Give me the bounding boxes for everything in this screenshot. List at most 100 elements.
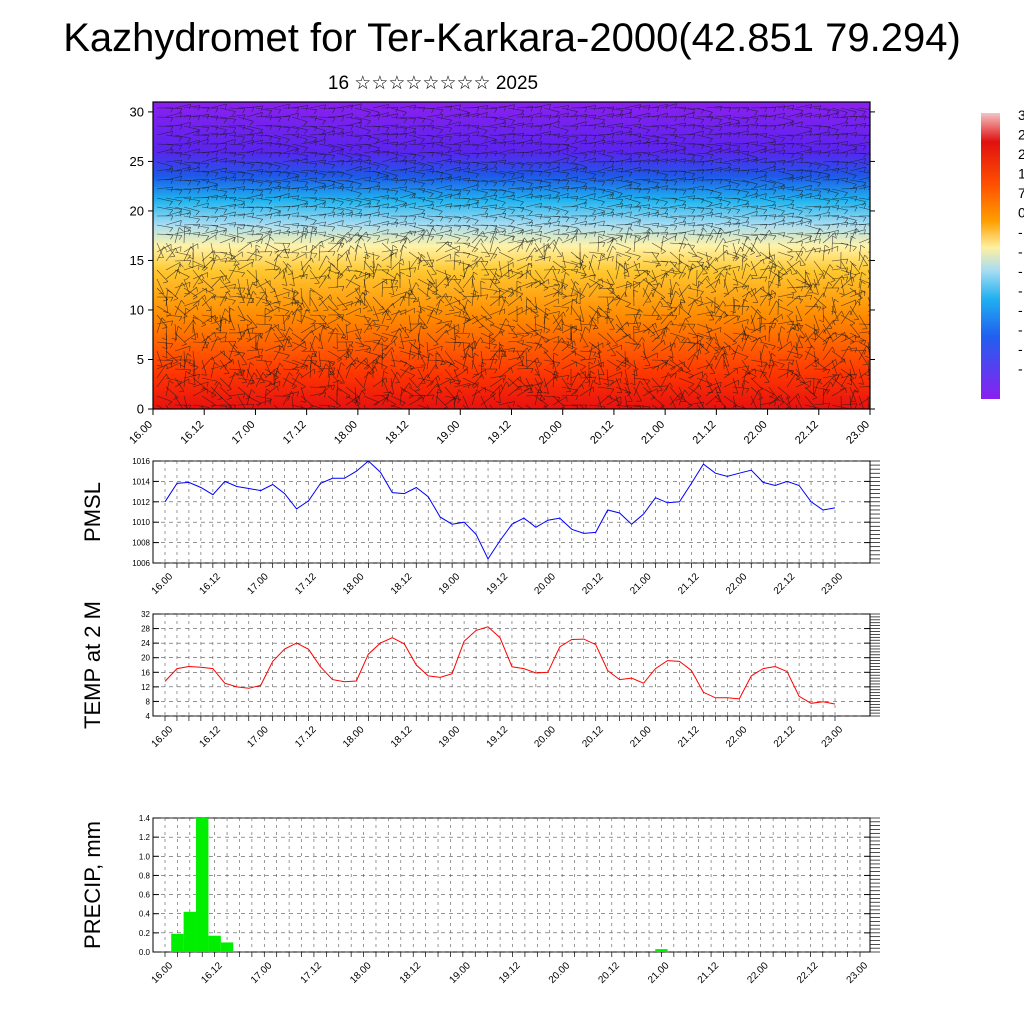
- wind-barb-flag: [404, 216, 408, 221]
- wind-barb: [795, 185, 812, 190]
- wind-barb: [606, 175, 623, 181]
- wind-barb-flag: [395, 197, 399, 203]
- wind-barb-flag: [872, 368, 873, 373]
- wind-barb-flag: [346, 323, 351, 327]
- wind-barb-flag: [697, 334, 703, 338]
- wind-barb-flag: [792, 212, 795, 218]
- wind-barb: [426, 305, 443, 312]
- wind-barb: [732, 188, 749, 193]
- wind-barb: [291, 233, 306, 244]
- wind-barb-flag: [241, 353, 246, 358]
- wind-barb-flag: [198, 374, 200, 380]
- wind-barb: [588, 314, 599, 329]
- wind-barb: [345, 134, 362, 138]
- wind-barb-flag: [692, 179, 696, 185]
- wind-barb: [426, 125, 443, 130]
- wind-barb: [309, 335, 316, 352]
- wind-barb-flag: [384, 338, 389, 343]
- wind-barb-flag: [772, 263, 777, 267]
- wind-barb-flag: [188, 359, 192, 365]
- wind-barb-flag: [827, 143, 831, 149]
- wind-barb-flag: [241, 154, 246, 160]
- wind-barb: [615, 359, 631, 367]
- wind-barb: [732, 319, 749, 325]
- wind-barb-flag: [863, 115, 867, 121]
- wind-barb: [624, 359, 639, 370]
- wind-barb-flag: [665, 231, 669, 237]
- wind-barb: [822, 197, 839, 201]
- wind-barb-flag: [522, 122, 524, 128]
- wind-barb: [768, 242, 770, 259]
- wind-barb: [714, 273, 722, 289]
- wind-barb: [228, 372, 236, 388]
- wind-barb-flag: [849, 310, 853, 316]
- wind-barb: [741, 224, 758, 229]
- wind-barb-flag: [286, 145, 291, 150]
- wind-barb-flag: [818, 205, 822, 211]
- wind-barb: [201, 150, 218, 154]
- wind-barb-flag: [377, 263, 382, 268]
- wind-barb-flag: [635, 235, 640, 239]
- wind-barb: [318, 184, 335, 190]
- wind-barb-flag: [588, 361, 594, 365]
- wind-barb: [228, 370, 244, 379]
- wind-barb: [813, 107, 830, 111]
- wind-barb: [273, 179, 290, 183]
- wind-barb: [201, 132, 218, 136]
- wind-barb: [651, 224, 668, 228]
- wind-barb: [363, 251, 380, 257]
- wind-barb-flag: [763, 362, 767, 367]
- wind-barb-flag: [585, 326, 589, 331]
- wind-barb: [300, 354, 309, 370]
- wind-barb-flag: [493, 190, 498, 196]
- wind-barb-flag: [798, 295, 801, 301]
- wind-barb: [327, 269, 344, 276]
- wind-barb-flag: [747, 221, 749, 227]
- wind-barb: [453, 134, 470, 137]
- wind-barb-flag: [420, 308, 425, 312]
- wind-barb: [624, 116, 641, 119]
- wind-barb: [543, 368, 559, 377]
- wind-barb: [543, 311, 560, 316]
- wind-barb: [489, 116, 506, 121]
- wind-barb: [498, 343, 500, 361]
- wind-barb: [804, 332, 813, 348]
- wind-barb: [309, 213, 326, 217]
- wind-barb-flag: [358, 345, 364, 348]
- wind-barb-flag: [286, 227, 290, 233]
- wind-barb: [390, 168, 407, 172]
- wind-barb: [849, 305, 859, 320]
- wind-barb-flag: [639, 220, 641, 226]
- wind-barb: [219, 222, 236, 226]
- wind-barb-flag: [572, 298, 577, 302]
- wind-barb: [390, 258, 403, 271]
- wind-barb: [282, 269, 288, 286]
- wind-barb: [597, 125, 614, 128]
- wind-barb-flag: [332, 198, 336, 204]
- wind-barb: [678, 152, 695, 156]
- wind-barb: [300, 161, 317, 164]
- wind-barb: [192, 186, 209, 190]
- wind-barb: [525, 148, 542, 154]
- wind-barb-flag: [556, 362, 561, 367]
- wind-barb-flag: [747, 130, 749, 136]
- wind-barb-flag: [304, 233, 307, 239]
- wind-barb: [723, 158, 740, 163]
- wind-barb-flag: [162, 355, 168, 359]
- wind-barb: [831, 107, 848, 113]
- wind-barb-flag: [288, 335, 293, 340]
- wind-barb-flag: [826, 200, 831, 205]
- wind-barb: [849, 323, 861, 337]
- wind-barb-flag: [593, 352, 597, 357]
- wind-barb: [579, 358, 596, 361]
- wind-barb: [651, 170, 668, 176]
- wind-barb: [480, 215, 497, 218]
- wind-barb-flag: [414, 193, 416, 199]
- wind-barb: [705, 106, 722, 109]
- wind-barb-flag: [188, 260, 192, 266]
- wind-barb-flag: [720, 227, 725, 232]
- wind-barb-flag: [873, 185, 874, 190]
- wind-barb: [507, 287, 523, 295]
- wind-barb-flag: [297, 212, 299, 218]
- wind-barb: [291, 116, 308, 122]
